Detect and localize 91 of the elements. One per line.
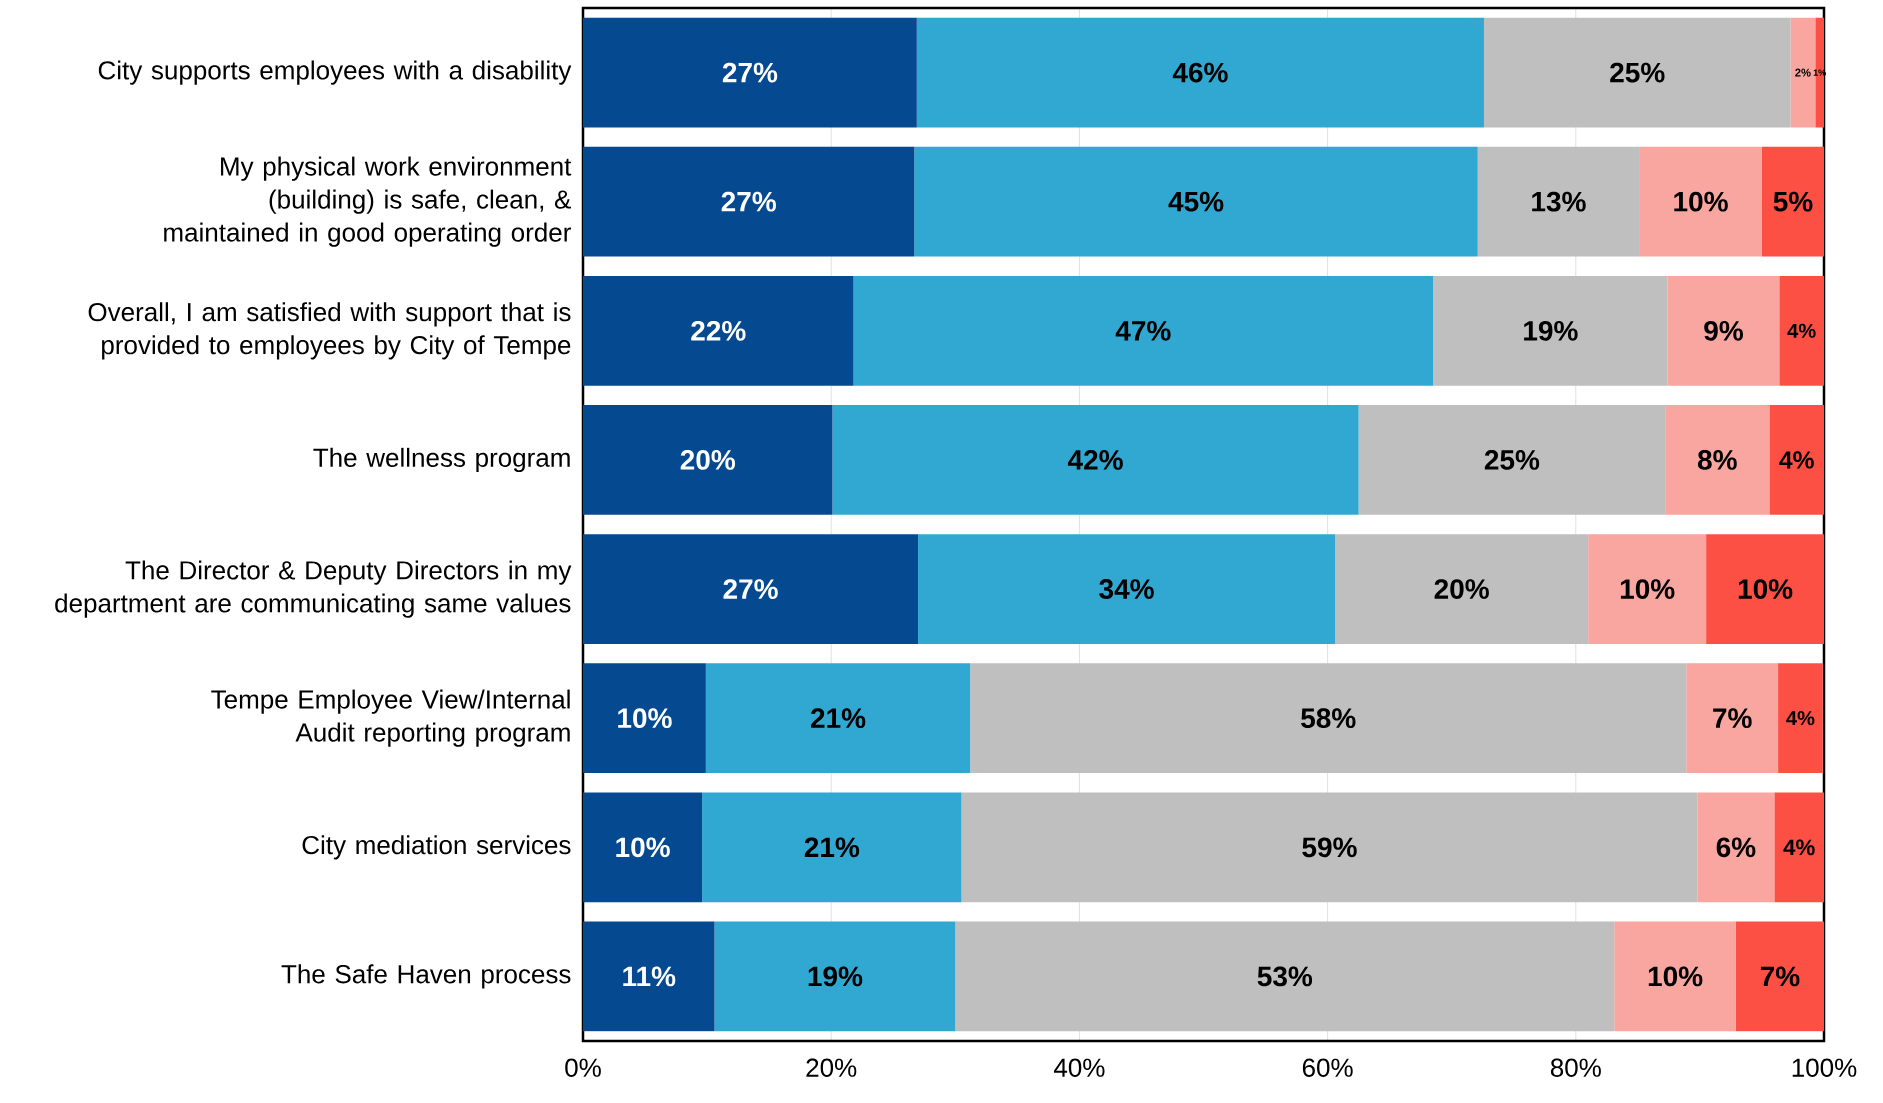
data-label: 53% xyxy=(1257,966,1313,987)
bar xyxy=(1483,17,1791,128)
data-label: 10% xyxy=(1620,579,1675,599)
data-label: 10% xyxy=(1738,579,1793,599)
bar xyxy=(1761,146,1824,257)
bar xyxy=(583,921,715,1032)
data-label: 4% xyxy=(1779,451,1814,469)
bar xyxy=(1665,405,1770,515)
x-tick-label: 80% xyxy=(1550,1058,1601,1077)
bar xyxy=(1639,146,1762,257)
bar xyxy=(714,921,956,1032)
data-label: 10% xyxy=(1674,191,1728,212)
data-label: 20% xyxy=(1434,579,1489,599)
bar xyxy=(961,792,1698,903)
y-tick-label: The Safe Haven process xyxy=(281,964,571,989)
data-label: 27% xyxy=(721,191,776,212)
bar xyxy=(1667,275,1780,386)
bar xyxy=(1697,792,1775,903)
data-label: 21% xyxy=(810,708,866,729)
bar xyxy=(583,17,917,128)
bar xyxy=(583,663,706,774)
y-tick-label: Overall, I am satisfied with support that is provided to employees by City of Tempe xyxy=(88,302,571,360)
data-label: 19% xyxy=(1524,320,1578,341)
bar xyxy=(1686,663,1779,774)
bar xyxy=(918,534,1336,644)
bar xyxy=(1588,534,1707,644)
bar xyxy=(583,534,919,644)
data-label: 20% xyxy=(680,450,735,470)
bar xyxy=(1779,275,1824,386)
bar xyxy=(1614,921,1736,1032)
bar xyxy=(853,275,1434,386)
x-tick-label: 20% xyxy=(806,1058,857,1077)
x-tick-label: 60% xyxy=(1302,1058,1353,1077)
data-label: 13% xyxy=(1532,191,1586,212)
x-tick-label: 100% xyxy=(1792,1058,1857,1077)
data-label: 21% xyxy=(804,837,860,858)
bar xyxy=(1433,275,1668,386)
bar xyxy=(1358,405,1666,515)
data-label: 27% xyxy=(722,62,778,83)
bar xyxy=(1706,534,1824,644)
bar xyxy=(1335,534,1589,644)
data-label: 10% xyxy=(1648,966,1703,987)
y-tick-label: My physical work environment (building) is safe, clean, & maintained in good operating order xyxy=(164,156,572,247)
bar xyxy=(1769,405,1824,515)
bar xyxy=(1735,921,1824,1032)
data-label: 25% xyxy=(1610,62,1665,83)
data-label: 4% xyxy=(1787,323,1816,338)
data-label: 22% xyxy=(691,320,746,341)
y-tick-label: City mediation services xyxy=(302,835,571,860)
data-label: 4% xyxy=(1783,839,1815,856)
data-label: 6% xyxy=(1716,837,1756,858)
x-tick-label: 0% xyxy=(565,1058,601,1077)
bar xyxy=(1778,663,1823,774)
bar xyxy=(583,792,703,903)
data-label: 45% xyxy=(1168,191,1224,212)
data-label: 2% xyxy=(1795,68,1811,77)
bar xyxy=(916,17,1484,128)
bar xyxy=(970,663,1687,774)
data-label: 10% xyxy=(618,708,672,729)
bar xyxy=(583,405,833,515)
bar xyxy=(914,146,1478,257)
y-tick-label: Tempe Employee View/Internal Audit reporting program xyxy=(211,689,570,747)
data-label: 10% xyxy=(616,837,670,858)
data-label: 5% xyxy=(1773,191,1813,212)
bar xyxy=(583,275,854,386)
data-label: 7% xyxy=(1760,966,1800,987)
data-label: 58% xyxy=(1301,708,1356,729)
y-tick-label: The wellness program xyxy=(313,447,570,473)
y-tick-label: City supports employees with a disability xyxy=(98,60,572,85)
bar xyxy=(583,146,915,257)
x-tick-label: 40% xyxy=(1053,1058,1105,1077)
data-label: 42% xyxy=(1067,450,1123,470)
data-label: 8% xyxy=(1697,450,1737,470)
data-label: 19% xyxy=(808,966,863,987)
data-label: 4% xyxy=(1786,711,1815,726)
data-label: 9% xyxy=(1704,320,1743,341)
data-label: 11% xyxy=(623,966,676,987)
data-label: 46% xyxy=(1172,62,1228,83)
bar xyxy=(705,663,971,774)
data-label: 34% xyxy=(1099,579,1154,599)
y-tick-label: The Director & Deputy Directors in my department are communicating same values xyxy=(55,560,572,618)
data-label: 25% xyxy=(1484,450,1540,470)
bar xyxy=(832,405,1359,515)
bar xyxy=(955,921,1615,1032)
data-label: 47% xyxy=(1115,320,1171,341)
data-label: 7% xyxy=(1713,708,1752,729)
bar xyxy=(1477,146,1640,257)
data-label: 27% xyxy=(723,579,778,599)
bar xyxy=(1774,792,1824,903)
data-label: 59% xyxy=(1302,837,1357,858)
bar xyxy=(702,792,962,903)
